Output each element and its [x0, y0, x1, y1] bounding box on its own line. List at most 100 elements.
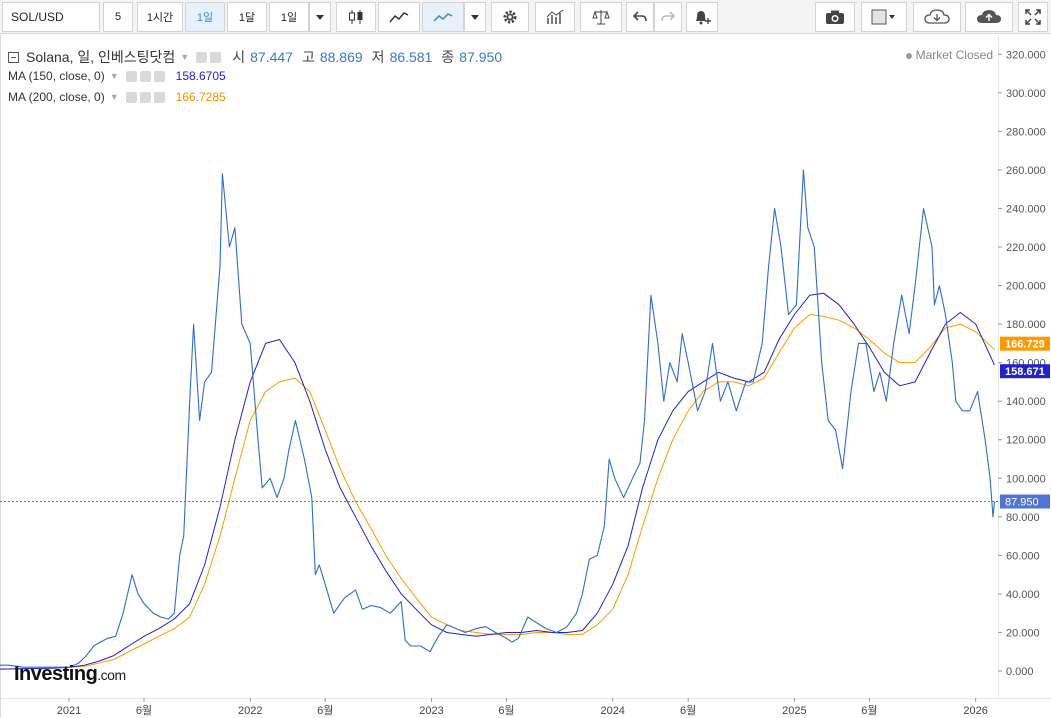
- candles-button[interactable]: [336, 2, 376, 32]
- market-status-text: Market Closed: [915, 48, 993, 62]
- status-dot-icon: [905, 52, 912, 59]
- y-tick-label: 40.000: [1006, 589, 1040, 601]
- y-tick-label: 240.000: [1006, 203, 1046, 215]
- caret-down-icon[interactable]: ▼: [109, 92, 119, 102]
- snapshot-button[interactable]: [815, 2, 855, 32]
- eye-icon[interactable]: [125, 70, 137, 82]
- series-name: Solana, 일, 인베스팅닷컴: [26, 49, 176, 65]
- interval-1h-button[interactable]: 1시간: [137, 2, 183, 32]
- x-tick-label: 2021: [57, 705, 81, 717]
- y-tick-label: 0.000: [1006, 666, 1034, 678]
- y-tick-label: 140.000: [1006, 396, 1046, 408]
- ma150-line: [0, 292, 995, 670]
- open-label: 시: [232, 49, 246, 65]
- cloud-upload-icon: [977, 10, 1001, 23]
- area-chart-icon: [389, 12, 409, 23]
- series-legend: Solana, 일, 인베스팅닷컴 ▼ 시 87.447 고 88.869 저 …: [8, 47, 502, 67]
- x-tick-label: 6월: [680, 704, 696, 717]
- y-tick-label: 260.000: [1006, 165, 1046, 177]
- gear-icon[interactable]: [139, 91, 151, 103]
- x-tick-label: 6월: [136, 704, 152, 717]
- market-status: Market Closed: [905, 48, 993, 62]
- gear-icon: [503, 10, 517, 24]
- x-tick-label: 2022: [238, 705, 262, 717]
- ma150-label: MA (150, close, 0): [8, 69, 105, 83]
- line-chart-button[interactable]: [422, 2, 464, 32]
- interval-dropdown-button[interactable]: [309, 2, 331, 32]
- y-tick-label: 180.000: [1006, 319, 1046, 331]
- interval-more-button[interactable]: 1일: [269, 2, 309, 32]
- line-chart-icon: [433, 13, 453, 22]
- compare-button[interactable]: [580, 2, 622, 32]
- low-value: 86.581: [389, 49, 433, 65]
- x-tick-label: 2024: [600, 705, 624, 717]
- layout-button[interactable]: [861, 2, 907, 32]
- x-tick-label: 2025: [782, 705, 806, 717]
- y-tick-label: 280.000: [1006, 126, 1046, 138]
- bell-plus-icon: [696, 11, 711, 25]
- last-price-tag-label: 87.950: [1005, 497, 1039, 509]
- eye-icon[interactable]: [196, 51, 208, 63]
- logo-main: Investing: [14, 663, 98, 685]
- fullscreen-icon: [1025, 9, 1041, 25]
- redo-icon: [661, 11, 675, 22]
- y-tick-label: 300.000: [1006, 88, 1046, 100]
- close-icon[interactable]: [153, 70, 165, 82]
- gear-icon[interactable]: [139, 70, 151, 82]
- ma200-value: 166.7285: [175, 90, 226, 104]
- caret-down-icon[interactable]: ▼: [180, 52, 190, 62]
- last-price-tag: [1000, 494, 1050, 509]
- candles-icon: [349, 10, 363, 24]
- eye-icon[interactable]: [125, 91, 137, 103]
- interval-1d-button[interactable]: 1일: [185, 2, 225, 32]
- low-label: 저: [371, 49, 385, 65]
- ma-price-tag: [1000, 364, 1050, 379]
- load-cloud-button[interactable]: [913, 2, 961, 32]
- x-tick-label: 6월: [317, 704, 333, 717]
- ma150-value: 158.6705: [175, 69, 226, 83]
- y-tick-label: 20.000: [1006, 627, 1040, 639]
- chart-type-dropdown-button[interactable]: [464, 2, 486, 32]
- close-label: 종: [441, 49, 455, 65]
- ma-price-tag: [1000, 336, 1050, 351]
- gear-icon[interactable]: [210, 51, 222, 63]
- ma200-line: [0, 314, 995, 670]
- camera-icon: [826, 10, 844, 24]
- ma200-label: MA (200, close, 0): [8, 90, 105, 104]
- x-tick-label: 6월: [498, 704, 514, 717]
- cloud-download-icon: [924, 9, 950, 24]
- y-tick-label: 100.000: [1006, 473, 1046, 485]
- high-label: 고: [301, 49, 315, 65]
- fullscreen-button[interactable]: [1018, 2, 1048, 32]
- scale-icon: [592, 10, 610, 25]
- ma150-legend: MA (150, close, 0) ▼ 158.6705: [8, 69, 226, 83]
- x-tick-label: 2026: [963, 705, 987, 717]
- undo-button[interactable]: [626, 2, 654, 32]
- alert-button[interactable]: [686, 2, 718, 32]
- collapse-icon[interactable]: [8, 51, 19, 63]
- close-icon[interactable]: [153, 91, 165, 103]
- indicators-button[interactable]: [535, 2, 575, 32]
- investing-logo: Investing.com: [14, 663, 126, 686]
- price-chart[interactable]: 0.000 20.000 40.000 60.000 80.000 100.000 120.…: [0, 35, 1051, 718]
- y-tick-label: 120.000: [1006, 435, 1046, 447]
- redo-button[interactable]: [654, 2, 682, 32]
- symbol-input[interactable]: SOL/USD: [2, 2, 100, 32]
- y-tick-label: 60.000: [1006, 550, 1040, 562]
- y-tick-label: 220.000: [1006, 242, 1046, 254]
- chart-area[interactable]: 0.000 20.000 40.000 60.000 80.000 100.000 120.…: [0, 35, 1051, 718]
- ma-price-tag-label: 158.671: [1005, 366, 1045, 378]
- square-icon: [871, 9, 895, 25]
- interval-5-button[interactable]: 5: [103, 2, 133, 32]
- area-chart-button[interactable]: [378, 2, 420, 32]
- x-tick-label: 2023: [419, 705, 443, 717]
- interval-1m-button[interactable]: 1달: [227, 2, 267, 32]
- y-tick-label: 200.000: [1006, 281, 1046, 293]
- x-tick-label: 6월: [861, 704, 877, 717]
- settings-button[interactable]: [491, 2, 529, 32]
- save-cloud-button[interactable]: [965, 2, 1013, 32]
- y-tick-label: 320.000: [1006, 49, 1046, 61]
- indicators-icon: [546, 9, 564, 24]
- ma200-legend: MA (200, close, 0) ▼ 166.7285: [8, 90, 226, 104]
- caret-down-icon[interactable]: ▼: [109, 71, 119, 81]
